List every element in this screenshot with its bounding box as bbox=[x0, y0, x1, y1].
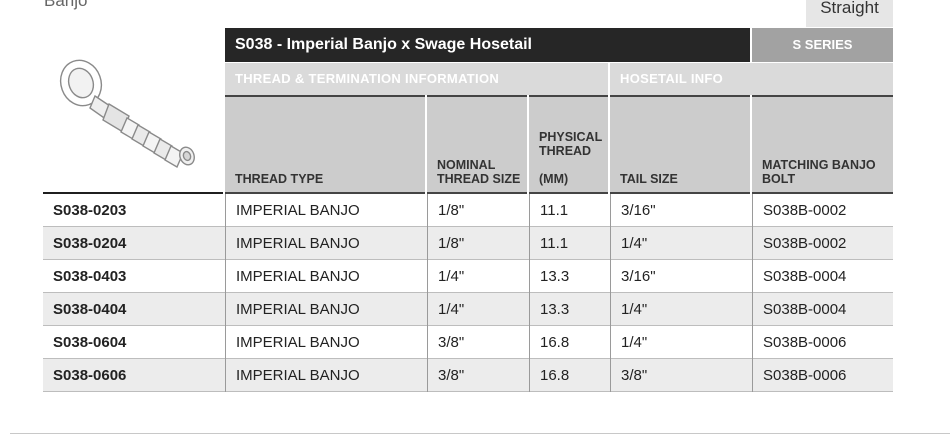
col-header-thread-type: THREAD TYPE bbox=[225, 95, 425, 194]
physical-thread: 16.8 bbox=[529, 359, 608, 392]
tail-size: 3/16" bbox=[610, 260, 750, 293]
col-header-nominal-thread-size: NOMINAL THREAD SIZE bbox=[427, 95, 527, 194]
part-number: S038-0204 bbox=[53, 235, 127, 252]
thread-type: IMPERIAL BANJO bbox=[225, 227, 425, 260]
part-number: S038-0203 bbox=[53, 202, 127, 219]
matching-banjo-bolt: S038B-0002 bbox=[752, 227, 893, 260]
physical-thread: 11.1 bbox=[529, 194, 608, 227]
nominal-thread-size: 3/8" bbox=[427, 326, 527, 359]
part-number: S038-0404 bbox=[53, 301, 127, 318]
physical-thread: 13.3 bbox=[529, 293, 608, 326]
nominal-thread-size: 1/4" bbox=[427, 260, 527, 293]
part-number: S038-0403 bbox=[53, 268, 127, 285]
banjo-hosetail-fitting-icon bbox=[59, 59, 195, 169]
table-row: S038-0403 IMPERIAL BANJO 1/4" 13.3 3/16"… bbox=[43, 260, 893, 293]
image-divider bbox=[43, 192, 223, 194]
thread-type: IMPERIAL BANJO bbox=[225, 194, 425, 227]
table-row: S038-0604 IMPERIAL BANJO 3/8" 16.8 1/4" … bbox=[43, 326, 893, 359]
tail-size: 1/4" bbox=[610, 227, 750, 260]
physical-thread: 16.8 bbox=[529, 326, 608, 359]
col-label: MATCHING BANJO BOLT bbox=[762, 158, 876, 186]
col-label: THREAD TYPE bbox=[235, 172, 324, 186]
col-header-tail-size: TAIL SIZE bbox=[610, 95, 750, 194]
table-title: S038 - Imperial Banjo x Swage Hosetail bbox=[235, 36, 532, 53]
table-row: S038-0606 IMPERIAL BANJO 3/8" 16.8 3/8" … bbox=[43, 359, 893, 392]
nominal-thread-size: 1/8" bbox=[427, 227, 527, 260]
thread-type: IMPERIAL BANJO bbox=[225, 260, 425, 293]
matching-banjo-bolt: S038B-0004 bbox=[752, 260, 893, 293]
thread-type: IMPERIAL BANJO bbox=[225, 359, 425, 392]
page-divider bbox=[10, 433, 950, 434]
series-badge: S SERIES bbox=[752, 28, 893, 62]
col-label: NOMINAL THREAD SIZE bbox=[437, 158, 521, 186]
table-row: S038-0203 IMPERIAL BANJO 1/8" 11.1 3/16"… bbox=[43, 194, 893, 227]
thread-type: IMPERIAL BANJO bbox=[225, 326, 425, 359]
part-number: S038-0606 bbox=[53, 367, 127, 384]
group-header-thread: THREAD & TERMINATION INFORMATION bbox=[225, 63, 608, 95]
group-header-hosetail: HOSETAIL INFO bbox=[610, 63, 893, 95]
tail-size: 3/16" bbox=[610, 194, 750, 227]
tail-size: 1/4" bbox=[610, 326, 750, 359]
tail-size: 3/8" bbox=[610, 359, 750, 392]
table-row: S038-0404 IMPERIAL BANJO 1/4" 13.3 1/4" … bbox=[43, 293, 893, 326]
table-row: S038-0204 IMPERIAL BANJO 1/8" 11.1 1/4" … bbox=[43, 227, 893, 260]
matching-banjo-bolt: S038B-0002 bbox=[752, 194, 893, 227]
tail-size: 1/4" bbox=[610, 293, 750, 326]
col-header-physical-thread: PHYSICAL THREAD (MM) bbox=[529, 95, 608, 194]
table-body: S038-0203 IMPERIAL BANJO 1/8" 11.1 3/16"… bbox=[43, 194, 893, 392]
thread-type: IMPERIAL BANJO bbox=[225, 293, 425, 326]
nominal-thread-size: 1/4" bbox=[427, 293, 527, 326]
physical-thread: 13.3 bbox=[529, 260, 608, 293]
col-label: TAIL SIZE bbox=[620, 172, 678, 186]
straight-tab[interactable]: Straight bbox=[806, 0, 893, 27]
nominal-thread-size: 1/8" bbox=[427, 194, 527, 227]
product-image bbox=[43, 28, 223, 194]
matching-banjo-bolt: S038B-0004 bbox=[752, 293, 893, 326]
nominal-thread-size: 3/8" bbox=[427, 359, 527, 392]
col-header-matching-banjo-bolt: MATCHING BANJO BOLT bbox=[752, 95, 893, 194]
physical-thread: 11.1 bbox=[529, 227, 608, 260]
matching-banjo-bolt: S038B-0006 bbox=[752, 326, 893, 359]
top-cut-text: Banjo bbox=[44, 0, 88, 10]
part-number: S038-0604 bbox=[53, 334, 127, 351]
col-label: PHYSICAL THREAD (MM) bbox=[539, 130, 603, 186]
matching-banjo-bolt: S038B-0006 bbox=[752, 359, 893, 392]
table-title-bar: S038 - Imperial Banjo x Swage Hosetail bbox=[225, 28, 750, 62]
